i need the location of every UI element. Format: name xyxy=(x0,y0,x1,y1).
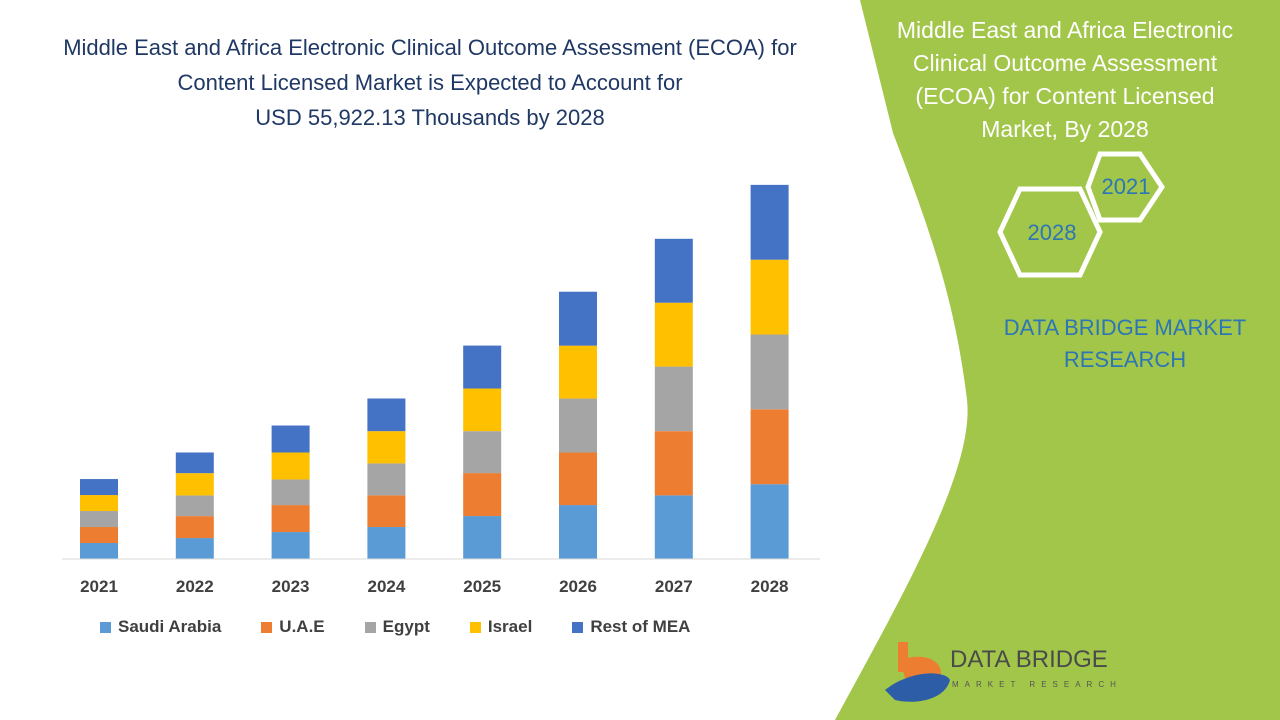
bar-segment-u-a-e-2021 xyxy=(80,527,118,544)
bar-segment-saudi-arabia-2021 xyxy=(80,543,118,559)
bar-segment-saudi-arabia-2024 xyxy=(367,527,406,559)
bar-segment-israel-2026 xyxy=(559,345,597,399)
legend: Saudi Arabia U.A.E Egypt Israel Rest of … xyxy=(100,617,730,637)
legend-item-egypt: Egypt xyxy=(364,617,430,637)
bar-segment-saudi-arabia-2023 xyxy=(271,532,310,559)
title-line: USD 55,922.13 Thousands by 2028 xyxy=(255,105,605,130)
bar-segment-u-a-e-2028 xyxy=(750,409,789,485)
bar-segment-egypt-2023 xyxy=(271,479,310,506)
x-tick-label: 2021 xyxy=(80,577,118,596)
brand-text: DATA BRIDGE MARKET RESEARCH xyxy=(980,312,1270,376)
x-tick-label: 2026 xyxy=(559,577,597,596)
hex-label-2028: 2028 xyxy=(1028,220,1077,245)
brand-line: DATA BRIDGE MARKET xyxy=(1003,315,1247,340)
bar-segment-egypt-2028 xyxy=(750,334,789,410)
side-title-line: Middle East and Africa Electronic xyxy=(896,17,1234,43)
bar-segment-saudi-arabia-2026 xyxy=(559,505,597,559)
bar-segment-saudi-arabia-2027 xyxy=(654,495,693,559)
title-line: Middle East and Africa Electronic Clinic… xyxy=(63,35,797,60)
legend-label: Saudi Arabia xyxy=(118,617,222,636)
bar-segment-egypt-2025 xyxy=(463,431,502,474)
bar-segment-egypt-2026 xyxy=(559,398,597,453)
legend-label: Israel xyxy=(487,617,533,636)
bar-segment-israel-2027 xyxy=(654,302,693,367)
bar-segment-rest-of-mea-2024 xyxy=(367,398,406,432)
bar-segment-rest-of-mea-2025 xyxy=(463,345,502,389)
hex-label-2021: 2021 xyxy=(1102,174,1151,199)
legend-label: U.A.E xyxy=(279,617,325,636)
bar-segment-egypt-2022 xyxy=(175,495,214,517)
legend-label: Egypt xyxy=(382,617,430,636)
bar-segment-israel-2024 xyxy=(367,431,406,464)
legend-item-uae: U.A.E xyxy=(261,617,325,637)
bar-segment-rest-of-mea-2026 xyxy=(559,291,597,346)
bar-segment-u-a-e-2025 xyxy=(463,473,502,517)
logo-subtext: MARKET RESEARCH xyxy=(952,680,1122,689)
bar-segment-israel-2022 xyxy=(175,473,214,496)
bar-segment-israel-2025 xyxy=(463,388,502,432)
bar-segment-rest-of-mea-2021 xyxy=(80,479,118,496)
bar-segment-egypt-2027 xyxy=(654,366,693,432)
hexagon-2021 xyxy=(1085,151,1166,223)
side-title-line: (ECOA) for Content Licensed xyxy=(915,83,1215,109)
bar-segment-saudi-arabia-2022 xyxy=(175,538,214,559)
bar-segment-israel-2023 xyxy=(271,452,310,480)
x-tick-label: 2027 xyxy=(655,577,693,596)
page-title: Middle East and Africa Electronic Clinic… xyxy=(10,30,850,135)
legend-swatch xyxy=(572,621,584,633)
bar-segment-israel-2021 xyxy=(80,495,118,512)
legend-swatch xyxy=(100,621,111,633)
hexagon-2028 xyxy=(997,186,1103,278)
stacked-bar-chart: 2021 2022 2023 2024 2025 2026 2027 2028 xyxy=(80,184,789,596)
side-panel-title: Middle East and Africa Electronic Clinic… xyxy=(860,14,1270,146)
legend-item-saudi-arabia: Saudi Arabia xyxy=(100,617,221,637)
legend-label: Rest of MEA xyxy=(590,617,691,636)
legend-item-israel: Israel xyxy=(469,617,533,637)
x-tick-label: 2023 xyxy=(272,577,310,596)
x-tick-label: 2028 xyxy=(751,577,789,596)
legend-swatch xyxy=(364,621,376,633)
bar-segment-u-a-e-2022 xyxy=(175,516,214,539)
bar-segment-rest-of-mea-2028 xyxy=(750,184,789,260)
legend-swatch xyxy=(469,621,481,633)
x-tick-label: 2024 xyxy=(367,577,405,596)
bar-segment-saudi-arabia-2025 xyxy=(463,516,502,559)
green-panel xyxy=(835,0,1280,720)
bar-segment-u-a-e-2024 xyxy=(367,495,406,528)
brand-line: RESEARCH xyxy=(1063,347,1187,372)
bar-segment-egypt-2024 xyxy=(367,463,406,496)
bar-segment-u-a-e-2023 xyxy=(271,505,310,533)
logo-icon xyxy=(885,642,950,702)
legend-item-rest-of-mea: Rest of MEA xyxy=(572,617,690,637)
bar-segment-israel-2028 xyxy=(750,259,789,335)
bar-segment-rest-of-mea-2022 xyxy=(175,452,214,474)
bar-segment-u-a-e-2026 xyxy=(559,452,597,506)
bar-segment-saudi-arabia-2028 xyxy=(750,484,789,559)
x-tick-label: 2022 xyxy=(176,577,214,596)
title-line: Content Licensed Market is Expected to A… xyxy=(177,70,683,95)
bar-segment-rest-of-mea-2023 xyxy=(271,425,310,453)
bar-segment-rest-of-mea-2027 xyxy=(654,238,693,303)
side-title-line: Clinical Outcome Assessment xyxy=(912,50,1218,76)
side-title-line: Market, By 2028 xyxy=(981,116,1149,142)
logo-text: DATA BRIDGE xyxy=(950,646,1108,673)
bar-segment-u-a-e-2027 xyxy=(654,431,693,496)
legend-swatch xyxy=(261,621,273,633)
x-tick-label: 2025 xyxy=(463,577,501,596)
bar-segment-egypt-2021 xyxy=(80,511,118,528)
